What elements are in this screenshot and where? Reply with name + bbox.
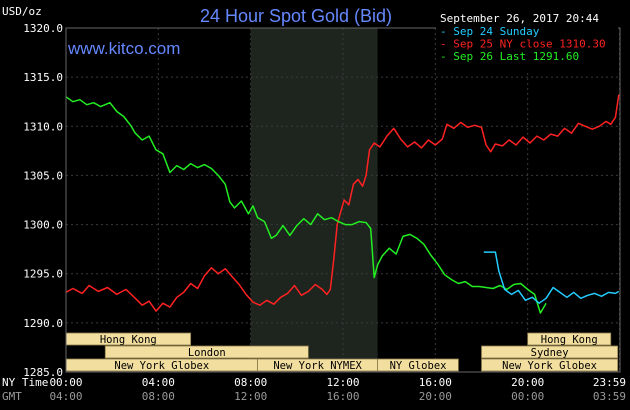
session-bar: New York Globex	[481, 358, 619, 372]
y-axis-ticks: 1320.0 1315.0 1310.0 1305.0 1300.0 1295.0 1290…	[23, 22, 63, 379]
legend: - Sep 24 Sunday- Sep 25 NY close 1310.30…	[440, 25, 606, 63]
series-line-0	[65, 94, 620, 312]
legend-entry: - Sep 25 NY close 1310.30	[440, 38, 606, 51]
y-tick-label: 1290.0	[23, 317, 63, 330]
x-row-label-gmt: GMT	[2, 390, 22, 403]
x-tick-label-ny: 20:00	[511, 376, 544, 389]
y-tick-label: 1300.0	[23, 219, 63, 232]
session-bar: Hong Kong	[65, 332, 192, 346]
session-bar: Sydney	[481, 345, 619, 359]
y-axis-label: USD/oz	[2, 5, 42, 18]
session-bar-rect	[527, 332, 612, 346]
session-label: NY Globex	[390, 360, 447, 372]
legend-entry: - Sep 24 Sunday	[440, 25, 540, 38]
session-bar: NY Globex	[377, 358, 459, 372]
x-tick-label-gmt: 08:00	[142, 390, 175, 403]
x-tick-label-gmt: 12:00	[234, 390, 267, 403]
x-axis-ticks: 00:0004:0004:0008:0008:0012:0012:0016:00…	[49, 376, 626, 403]
session-bar-rect	[481, 345, 619, 359]
session-bar: New York NYMEX	[257, 358, 379, 372]
session-label: Sydney	[531, 347, 569, 359]
x-tick-label-gmt: 04:00	[49, 390, 82, 403]
session-label: Hong Kong	[100, 334, 157, 346]
session-bar-rect	[481, 358, 619, 372]
y-tick-label: 1295.0	[23, 268, 63, 281]
x-tick-label-gmt: 00:00	[511, 390, 544, 403]
series-line-2	[483, 251, 620, 304]
y-tick-label: 1320.0	[23, 22, 63, 35]
session-bar: Hong Kong	[527, 332, 612, 346]
session-label: New York Globex	[502, 360, 597, 372]
session-label: Hong Kong	[541, 334, 598, 346]
highlight-band-rect	[250, 28, 378, 372]
session-label: New York Globex	[114, 360, 209, 372]
session-label: New York NYMEX	[273, 360, 362, 372]
series-line-1	[65, 96, 547, 314]
legend-box	[436, 12, 618, 70]
y-tick-label: 1310.0	[23, 120, 63, 133]
session-bar: New York Globex	[65, 358, 258, 372]
price-series	[65, 94, 620, 314]
x-tick-label-ny: 04:00	[142, 376, 175, 389]
x-row-label-ny: NY Time	[2, 376, 48, 389]
site-link[interactable]: www.kitco.com	[67, 39, 180, 58]
x-tick-label-ny: 00:00	[49, 376, 82, 389]
legend-entry: - Sep 26 Last 1291.60	[440, 50, 579, 63]
session-bar-rect	[104, 345, 309, 359]
session-bar-rect	[377, 358, 459, 372]
session-label: London	[188, 347, 226, 359]
y-tick-label: 1315.0	[23, 71, 63, 84]
session-bar: London	[104, 345, 309, 359]
chart-title: 24 Hour Spot Gold (Bid)	[200, 6, 392, 26]
x-tick-label-gmt: 03:59	[593, 390, 626, 403]
x-tick-label-ny: 16:00	[419, 376, 452, 389]
x-tick-label-gmt: 16:00	[326, 390, 359, 403]
x-tick-label-ny: 12:00	[326, 376, 359, 389]
plot-frame	[65, 27, 621, 373]
x-tick-label-ny: 23:59	[593, 376, 626, 389]
x-tick-label-gmt: 20:00	[419, 390, 452, 403]
nymex-highlight-band	[250, 28, 378, 372]
y-tick-label: 1305.0	[23, 169, 63, 182]
chart-timestamp: September 26, 2017 20:44	[440, 12, 599, 25]
x-tick-label-ny: 08:00	[234, 376, 267, 389]
y-tick-label: 1285.0	[23, 366, 63, 379]
